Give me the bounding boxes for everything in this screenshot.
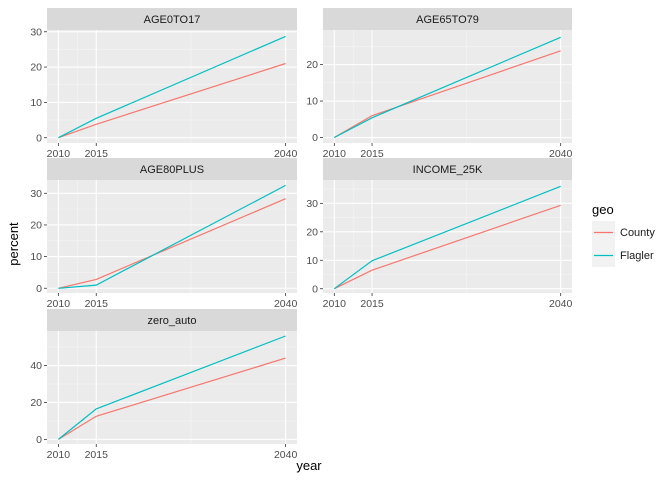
legend-label: County [620,227,655,239]
series-line-county [334,204,561,290]
facet-title: AGE0TO17 [144,14,201,26]
x-tick-label: 2040 [549,148,573,160]
facet-title: AGE80PLUS [140,164,204,176]
series-line-flagler [58,335,286,440]
y-tick-label: 30 [30,26,42,38]
legend-item-county: County [592,221,655,244]
series-line-flagler [58,184,286,289]
x-axis-title: year [296,458,322,473]
facet-strip [47,8,297,30]
series-line-county [58,198,286,289]
y-tick-label: 10 [306,255,318,267]
series-line-flagler [334,36,561,139]
facet-strip [323,158,572,180]
series-line-county [58,62,286,139]
legend-item-flagler: Flagler [592,244,654,267]
panel-background [323,30,572,143]
x-tick-label: 2010 [323,148,347,160]
y-tick-label: 0 [36,132,42,144]
series-line-county [58,357,286,440]
x-tick-label: 2010 [47,148,71,160]
facet-panel-income_25k: INCOME_25K 0 10 20 30 2010 2015 2040 [306,158,573,310]
facet-title: zero_auto [148,315,197,327]
y-tick-label: 30 [306,198,318,210]
series-line-flagler [333,185,561,290]
legend-label: Flagler [620,250,654,262]
y-tick-label: 0 [36,434,42,446]
y-tick-label: 20 [30,62,42,74]
y-tick-label: 0 [312,132,318,144]
panel-background [47,30,297,143]
legend: geo County Flagler [592,202,655,267]
series-line-county [333,50,561,139]
facet-strip [47,309,297,331]
facet-panel-age65to79: AGE65TO79 0 10 20 2010 2015 2040 [306,8,573,160]
legend-title: geo [592,202,614,217]
x-tick-label: 2015 [85,449,109,461]
y-tick-label: 40 [30,360,42,372]
x-tick-label: 2040 [274,449,298,461]
x-tick-label: 2015 [360,298,384,310]
x-tick-label: 2010 [47,298,71,310]
y-tick-label: 10 [30,251,42,263]
x-tick-label: 2040 [549,298,573,310]
y-tick-label: 20 [30,397,42,409]
facet-strip [323,8,572,30]
y-tick-label: 20 [306,59,318,71]
x-tick-label: 2015 [85,298,109,310]
x-tick-label: 2040 [274,148,298,160]
y-axis-title: percent [6,222,21,266]
x-tick-label: 2015 [360,148,384,160]
y-tick-label: 30 [30,188,42,200]
x-tick-label: 2040 [274,298,298,310]
series-line-flagler [58,35,286,139]
facet-title: AGE65TO79 [416,14,479,26]
facet-title: INCOME_25K [413,164,483,176]
y-tick-label: 20 [30,220,42,232]
panel-background [47,180,297,293]
panel-background [47,331,297,444]
facet-strip [47,158,297,180]
facet-panel-age0to17: AGE0TO17 0 10 20 30 2010 2015 2040 [30,8,297,160]
facet-panel-age80plus: AGE80PLUS 0 10 20 30 2010 2015 2040 [30,158,297,310]
y-tick-label: 10 [306,96,318,108]
y-tick-label: 10 [30,97,42,109]
x-tick-label: 2015 [85,148,109,160]
x-tick-label: 2010 [47,449,71,461]
y-tick-label: 20 [306,226,318,238]
x-tick-label: 2010 [323,298,347,310]
y-tick-label: 0 [36,283,42,295]
y-tick-label: 0 [312,283,318,295]
